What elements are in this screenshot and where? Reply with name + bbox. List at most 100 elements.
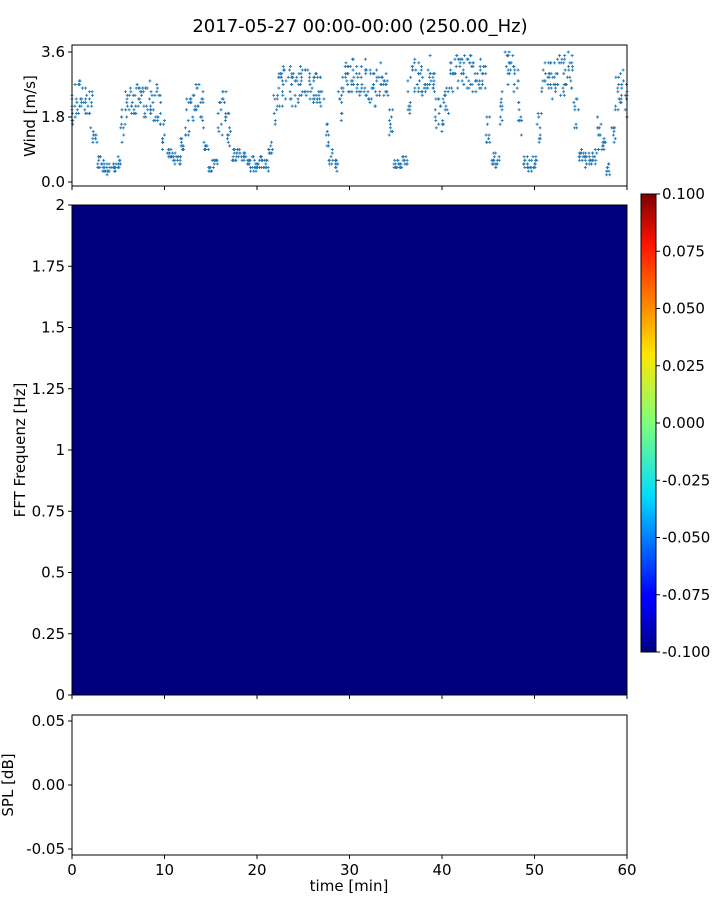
wind-point	[417, 61, 421, 65]
wind-point	[114, 162, 118, 166]
wind-point	[192, 93, 196, 97]
wind-point	[138, 86, 142, 90]
wind-point	[587, 158, 591, 162]
wind-point	[366, 97, 370, 101]
y-tick-label: 0.5	[41, 564, 65, 582]
x-tick-label: 60	[617, 861, 636, 879]
wind-point	[384, 83, 388, 86]
wind-point	[149, 111, 153, 115]
wind-point	[552, 75, 556, 79]
wind-point	[426, 86, 430, 90]
wind-point	[417, 72, 421, 76]
wind-point	[280, 104, 284, 108]
wind-point	[406, 79, 410, 83]
wind-point	[155, 90, 159, 94]
wind-point	[317, 93, 321, 97]
wind-point	[570, 68, 574, 72]
wind-point	[178, 158, 182, 162]
wind-point	[360, 86, 364, 90]
wind-point	[326, 140, 330, 144]
wind-point	[248, 158, 252, 162]
wind-point	[120, 115, 124, 119]
wind-point	[461, 68, 465, 72]
wind-point	[80, 97, 84, 101]
wind-point	[607, 162, 611, 166]
wind-point	[270, 151, 274, 155]
wind-point	[619, 97, 623, 101]
wind-point	[379, 83, 383, 86]
y-tick-label: 0.00	[32, 776, 65, 794]
wind-point	[364, 93, 368, 97]
wind-point	[511, 54, 515, 58]
wind-point	[591, 158, 595, 162]
wind-point	[394, 166, 398, 170]
wind-point	[112, 166, 116, 170]
wind-point	[449, 61, 453, 65]
wind-point	[431, 86, 435, 90]
wind-point	[562, 93, 566, 97]
wind-point	[437, 97, 441, 101]
wind-point	[352, 75, 356, 79]
wind-point	[325, 144, 329, 148]
wind-point	[468, 61, 472, 65]
wind-point	[401, 155, 405, 159]
wind-point	[288, 64, 292, 68]
wind-point	[295, 75, 299, 79]
wind-point	[419, 68, 423, 72]
wind-point	[74, 97, 78, 101]
wind-point	[413, 86, 417, 90]
wind-point	[295, 79, 299, 83]
wind-point	[147, 97, 151, 101]
wind-point	[611, 133, 615, 137]
wind-point	[387, 133, 391, 137]
wind-point	[319, 104, 323, 108]
wind-point	[559, 93, 563, 97]
wind-point	[336, 90, 340, 94]
y-tick-label: 0.75	[32, 502, 65, 520]
wind-point	[224, 90, 228, 94]
wind-point	[454, 64, 458, 68]
wind-point	[148, 79, 152, 83]
wind-point	[191, 115, 195, 119]
wind-point	[520, 119, 524, 123]
wind-point	[405, 162, 409, 166]
wind-point	[375, 68, 379, 72]
wind-point	[599, 122, 603, 126]
wind-point	[161, 140, 165, 144]
wind-point	[549, 72, 553, 76]
wind-point	[197, 83, 201, 86]
colorbar	[640, 193, 657, 653]
wind-point	[393, 158, 397, 162]
wind-point	[388, 108, 392, 112]
wind-point	[102, 158, 106, 162]
wind-point	[471, 61, 475, 65]
wind-point	[341, 86, 345, 90]
wind-point	[144, 115, 148, 119]
wind-point	[617, 75, 621, 79]
wind-point	[194, 108, 198, 112]
wind-point	[272, 111, 276, 115]
wind-point	[118, 158, 122, 162]
wind-point	[208, 166, 212, 170]
wind-point	[563, 83, 567, 86]
wind-point	[411, 64, 415, 68]
wind-point	[378, 90, 382, 94]
wind-point	[245, 162, 249, 166]
wind-point	[621, 79, 625, 83]
wind-point	[91, 129, 95, 133]
wind-point	[417, 86, 421, 90]
wind-point	[453, 57, 457, 61]
wind-point	[270, 140, 274, 144]
wind-point	[173, 162, 177, 166]
wind-point	[412, 61, 416, 65]
wind-point	[402, 158, 406, 162]
wind-point	[299, 93, 303, 97]
wind-point	[129, 104, 133, 108]
wind-point	[562, 61, 566, 65]
wind-point	[388, 126, 392, 130]
wind-point	[186, 133, 190, 137]
wind-point	[377, 93, 381, 97]
wind-point	[538, 126, 542, 130]
wind-point	[87, 97, 91, 101]
wind-point	[125, 115, 129, 119]
